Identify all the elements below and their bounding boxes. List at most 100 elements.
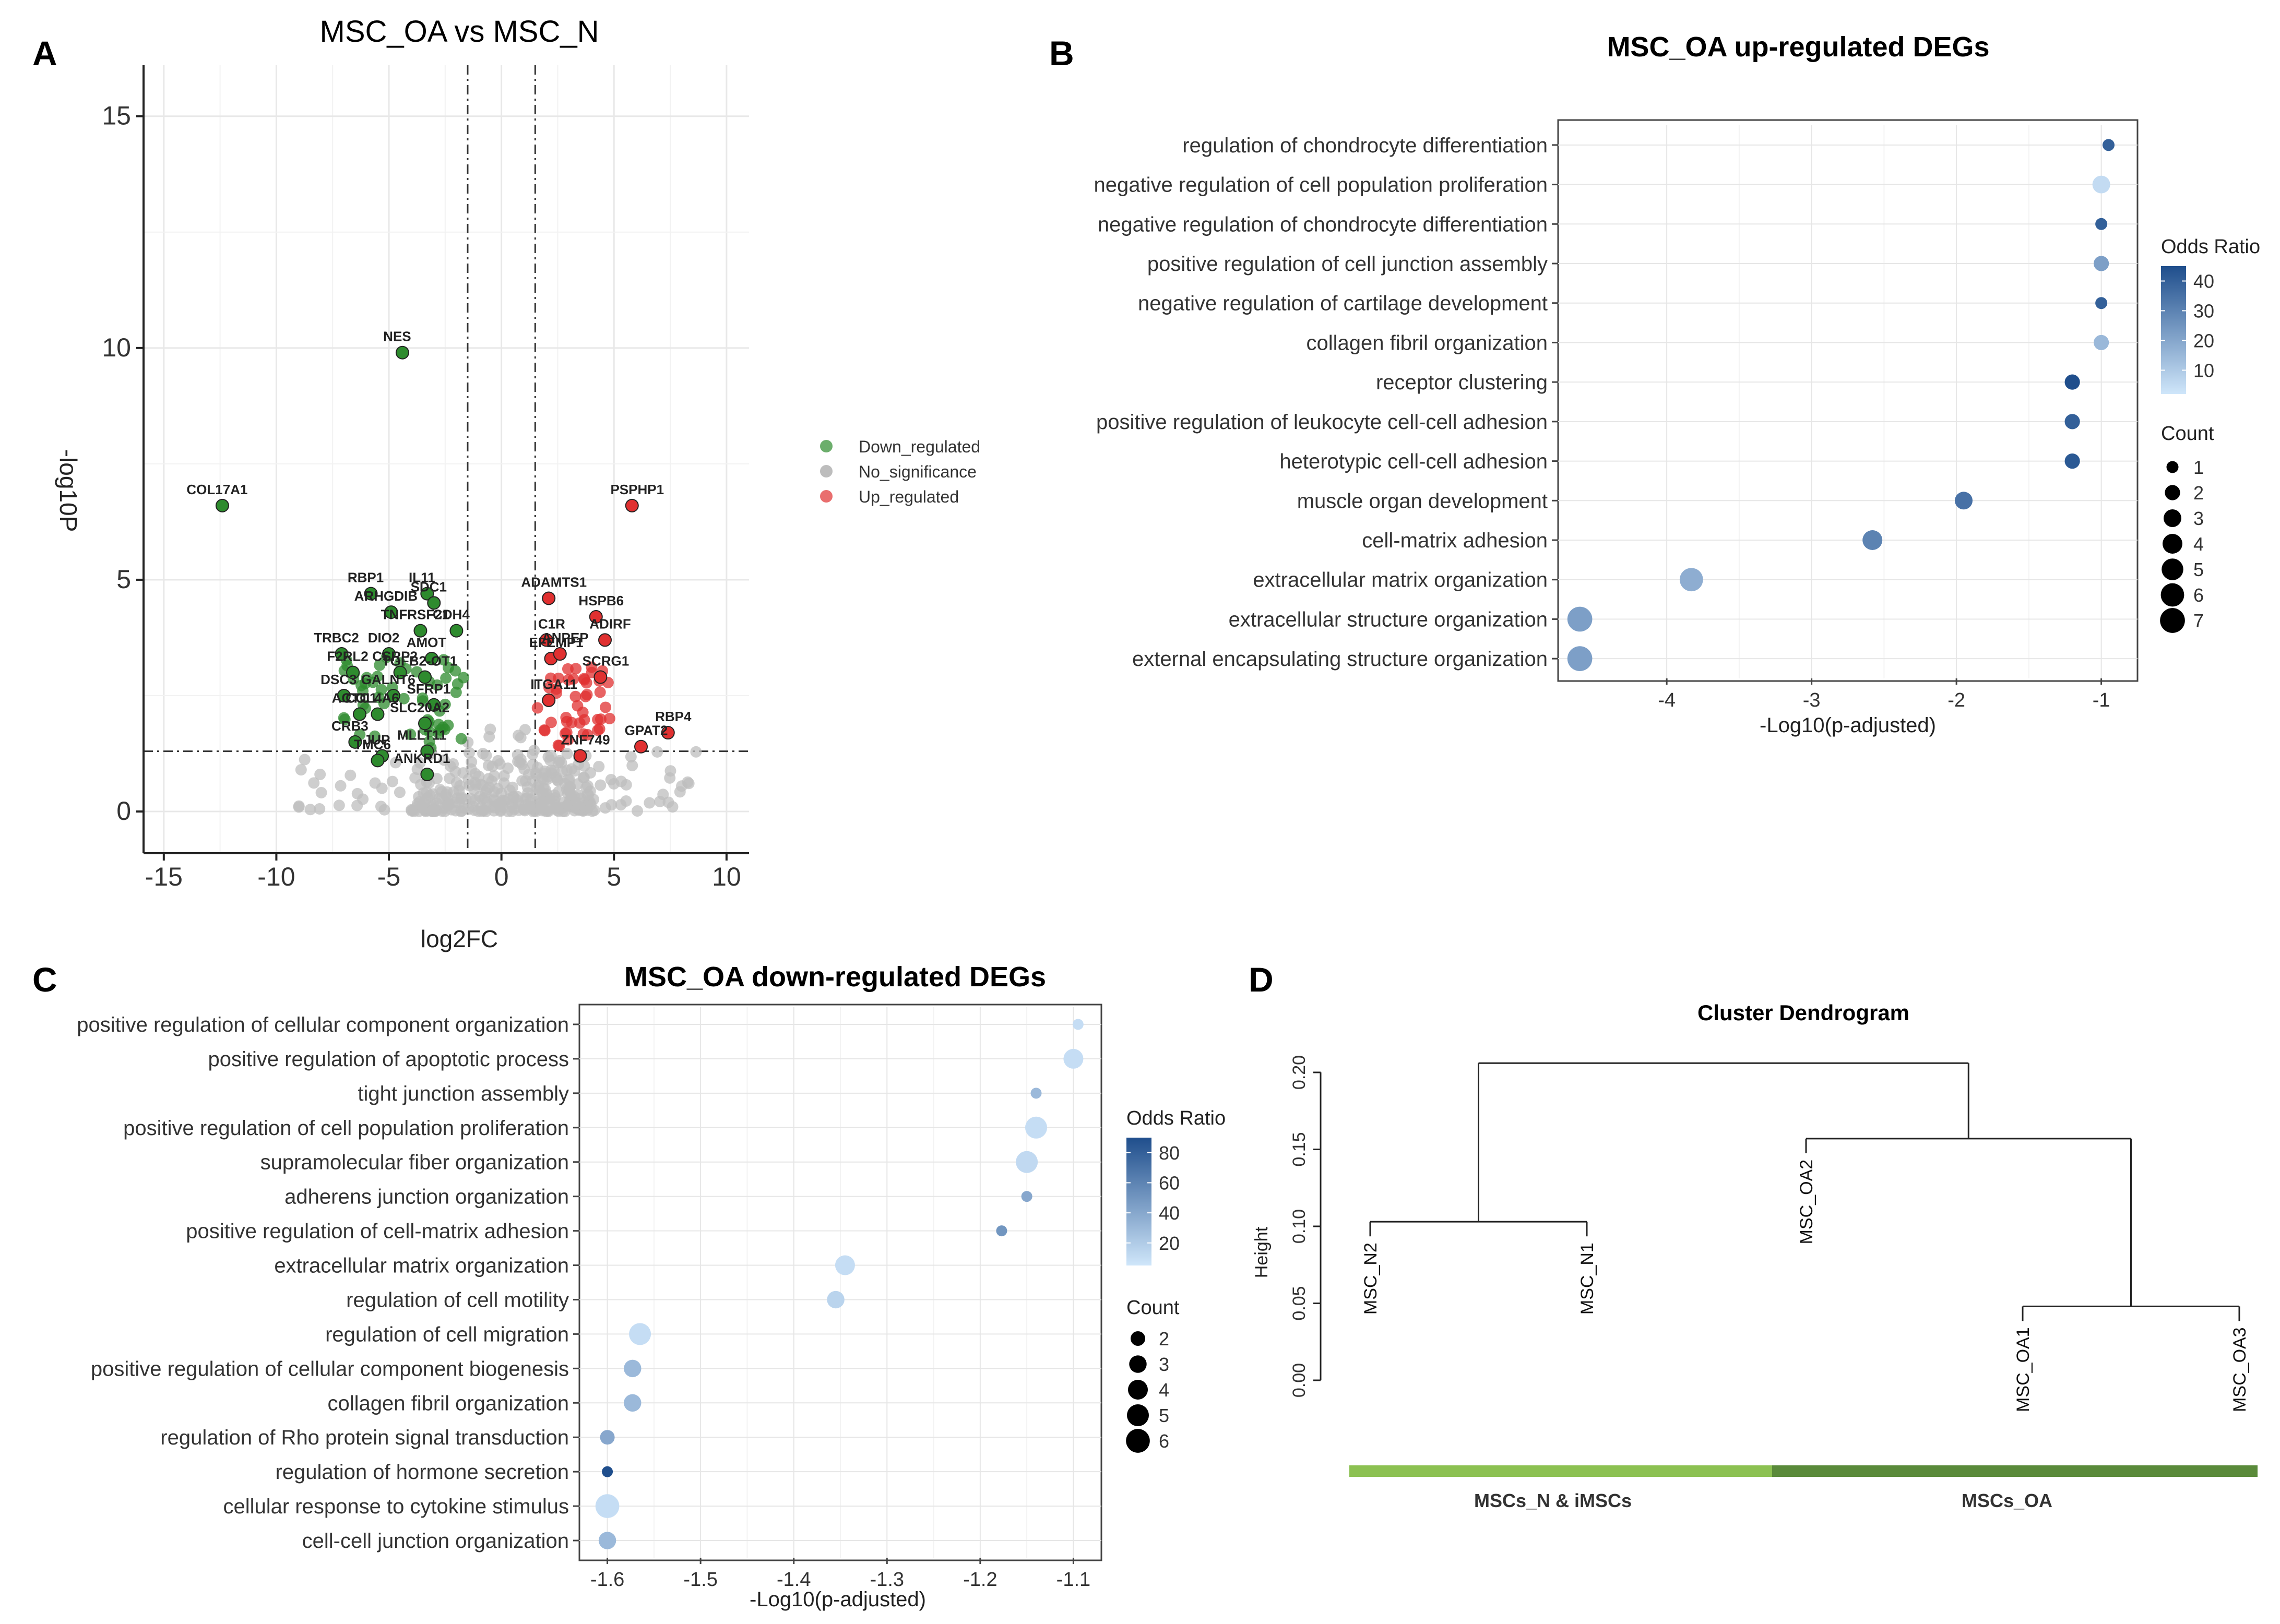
down-count-title: Count	[1126, 1297, 1180, 1319]
point-no-significance	[333, 799, 345, 811]
point-labeled-gene	[215, 498, 229, 512]
gene-label: HSPB6	[578, 593, 624, 608]
point-labeled-gene	[382, 647, 396, 661]
point-no-significance	[394, 786, 406, 798]
dendro-leaf-label: MSC_OA1	[2013, 1327, 2033, 1412]
point-up-regulated	[600, 701, 612, 713]
colorbar-tick-label: 40	[1159, 1202, 1180, 1224]
point-labeled-gene	[418, 670, 432, 684]
size-legend-dot	[1128, 1380, 1148, 1400]
size-legend-dot	[2164, 509, 2181, 527]
up-degs-term-labels: regulation of chondrocyte differentiatio…	[1094, 134, 1558, 671]
gene-label: COL4A6	[346, 690, 399, 706]
size-legend-dot	[2160, 583, 2184, 607]
colorbar-tick-label: 30	[2193, 300, 2214, 321]
legend-none-dot	[820, 465, 833, 477]
point-labeled-gene	[539, 633, 553, 647]
point-up-regulated	[566, 717, 578, 729]
size-legend-dot	[1126, 1404, 1149, 1427]
term-label: muscle organ development	[1297, 489, 1548, 512]
point-up-regulated	[603, 712, 615, 724]
point-labeled-gene	[542, 591, 556, 605]
legend-none-label: No_significance	[859, 462, 977, 481]
term-label: regulation of cell migration	[325, 1323, 569, 1346]
point-labeled-gene	[393, 665, 407, 679]
point-no-significance	[631, 805, 643, 817]
volcano-points	[215, 345, 702, 818]
x-tick-label: 5	[607, 862, 621, 891]
point-up-regulated	[531, 702, 543, 714]
point-no-significance	[527, 758, 539, 770]
term-label: supramolecular fiber organization	[260, 1151, 569, 1174]
term-point	[1016, 1151, 1038, 1173]
point-no-significance	[447, 758, 459, 770]
point-labeled-gene	[598, 633, 612, 647]
term-point	[629, 1323, 651, 1345]
up-degs-legend: Odds Ratio 40 30 20 10 Count 1 2 3 4 5 6 7	[2160, 236, 2260, 633]
point-no-significance	[494, 758, 506, 770]
term-label: cell-matrix adhesion	[1362, 529, 1548, 552]
point-no-significance	[299, 754, 311, 766]
point-up-regulated	[570, 663, 582, 675]
point-labeled-gene	[337, 689, 351, 702]
term-label: positive regulation of cell junction ass…	[1147, 253, 1548, 276]
term-label: regulation of chondrocyte differentiatio…	[1182, 134, 1548, 157]
size-legend-dot	[1126, 1429, 1150, 1453]
gene-label: NES	[383, 329, 411, 344]
dendro-leaf-label: MSC_OA2	[1797, 1160, 1816, 1245]
term-label: negative regulation of cartilage develop…	[1138, 292, 1548, 315]
point-up-regulated	[581, 729, 593, 741]
dendro-leaf-label: MSC_N2	[1361, 1243, 1381, 1315]
gene-label: ACTC1	[332, 690, 377, 706]
point-down-regulated	[417, 692, 429, 704]
point-labeled-gene	[427, 596, 441, 610]
size-legend-dot	[2160, 608, 2185, 633]
legend-up-label: Up_regulated	[859, 487, 959, 506]
point-no-significance	[495, 804, 507, 816]
down-count-legend: 2 3 4 5 6	[1126, 1328, 1169, 1453]
point-no-significance	[335, 780, 347, 792]
term-label: adherens junction organization	[284, 1186, 569, 1209]
up-odds-ratio-title: Odds Ratio	[2161, 236, 2260, 258]
point-no-significance	[552, 805, 564, 817]
x-tick-label: -1.3	[870, 1569, 904, 1591]
term-point	[1072, 1019, 1084, 1030]
point-up-regulated	[544, 672, 556, 684]
point-down-regulated	[378, 698, 390, 710]
term-point	[624, 1394, 642, 1412]
x-tick-label: -5	[377, 862, 400, 891]
point-no-significance	[682, 776, 694, 788]
point-no-significance	[518, 804, 530, 816]
gene-label: IL11	[409, 570, 435, 586]
term-point	[1862, 530, 1883, 550]
size-legend-dot	[1129, 1355, 1147, 1373]
point-no-significance	[409, 772, 421, 784]
point-down-regulated	[398, 692, 410, 704]
point-no-significance	[498, 770, 510, 782]
gene-label: AMOT	[407, 635, 447, 650]
point-labeled-gene	[418, 717, 432, 731]
dendrogram-y-axis: 0.00 0.05 0.10 0.15 0.20	[1289, 1055, 1322, 1398]
point-labeled-gene	[420, 768, 434, 781]
point-no-significance	[625, 751, 637, 763]
point-no-significance	[527, 748, 539, 760]
point-no-significance	[593, 760, 605, 772]
point-down-regulated	[452, 678, 464, 690]
term-point	[2095, 218, 2108, 230]
panel-b: B MSC_OA up-regulated DEGs regulation of…	[1049, 31, 2260, 737]
point-up-regulated	[553, 740, 565, 752]
point-no-significance	[345, 769, 357, 781]
point-labeled-gene	[346, 665, 360, 679]
down-odds-ratio-title: Odds Ratio	[1126, 1107, 1226, 1129]
point-up-regulated	[538, 724, 550, 736]
point-no-significance	[304, 804, 316, 816]
point-no-significance	[535, 800, 547, 812]
term-label: extracellular matrix organization	[1253, 569, 1548, 592]
y-tick-label: 5	[116, 565, 131, 594]
term-point	[835, 1255, 855, 1275]
term-label: heterotypic cell-cell adhesion	[1279, 450, 1548, 473]
up-degs-x-ticks: -4 -3 -2 -1	[1658, 678, 2110, 711]
x-tick-label: -1	[2093, 689, 2110, 711]
point-no-significance	[351, 787, 363, 799]
